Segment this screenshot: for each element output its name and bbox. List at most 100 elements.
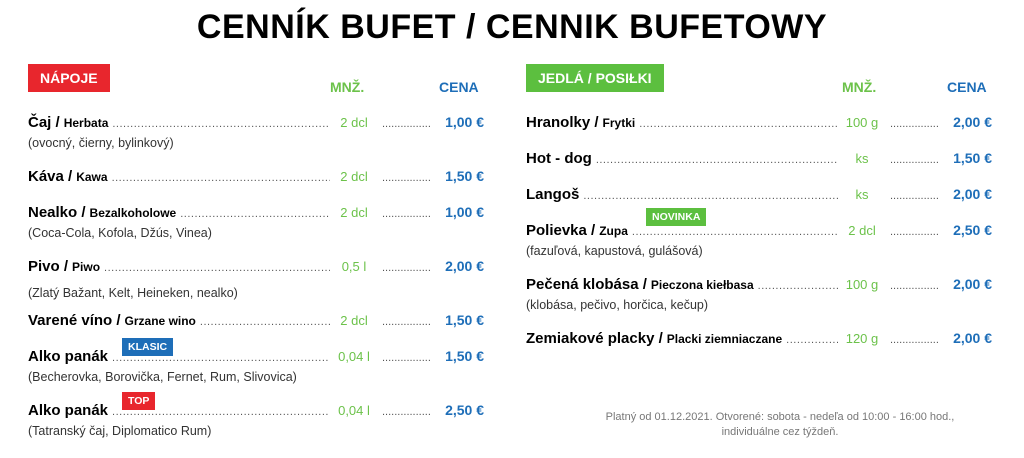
dot-leader: [786, 334, 838, 346]
dot-leader: [180, 208, 330, 220]
qty-header: MNŽ.: [330, 79, 365, 95]
item-price: 2,00 €: [953, 276, 992, 292]
novinka-tag: NOVINKA: [646, 208, 707, 226]
item-price: 1,50 €: [445, 348, 484, 364]
dot-leader: [200, 316, 330, 328]
item-name: Alko panák: [28, 348, 109, 365]
item-description: (ovocný, čierny, bylinkový): [28, 136, 174, 150]
item-subname: Zupa: [599, 224, 628, 238]
item-name: Varené víno /: [28, 312, 121, 329]
dot-leader: [112, 352, 330, 364]
item-subname: Frytki: [602, 116, 636, 130]
footer-line: individuálne cez týždeň.: [721, 426, 839, 438]
dot-leader: [112, 406, 330, 418]
dot-leader: [104, 262, 330, 274]
item-description: (Zlatý Bažant, Kelt, Heineken, nealko): [28, 286, 238, 300]
item-qty: 0,5 l: [341, 259, 367, 274]
dot-leader: [583, 190, 838, 202]
item-subname: Bezalkoholowe: [89, 206, 177, 220]
item-subname: Grzane wino: [124, 314, 196, 328]
item-name: Langoš: [526, 186, 580, 203]
food-column: JEDLÁ / POSIŁKI MNŽ. CENA Hranolky / Fry…: [526, 64, 992, 347]
item-description: (Coca-Cola, Kofola, Džús, Vinea): [28, 226, 212, 240]
drinks-column: NÁPOJE MNŽ. CENA Čaj / Herbata 2 dcl 1,00 …: [28, 64, 484, 438]
item-name: Pečená klobása /: [526, 276, 647, 293]
page-title: CENNÍK BUFET / CENNIK BUFETOWY: [196, 8, 828, 46]
item-name: Alko panák: [28, 402, 109, 419]
menu-item: Varené víno / Grzane wino 2 dcl 1,50 €: [28, 312, 484, 332]
item-name: Nealko /: [28, 204, 86, 221]
menu-item: Čaj / Herbata 2 dcl 1,00 € (ovocný, čierny…: [28, 114, 484, 150]
menu-item: Hot - dog ks 1,50 €: [526, 150, 992, 170]
item-price: 2,50 €: [445, 402, 484, 418]
menu-item: NOVINKA Polievka / Zupa 2 dcl 2,50 € (fazu…: [526, 208, 992, 258]
item-subname: Kawa: [76, 170, 108, 184]
item-price: 1,00 €: [445, 114, 484, 130]
item-price: 2,00 €: [445, 258, 484, 274]
item-name: Čaj /: [28, 114, 60, 131]
menu-item: TOP Alko panák0,04 l2,50 € (Tatranský ča…: [28, 392, 484, 438]
footer-note: Platný od 01.12.2021. Otvorené: sobota -…: [570, 410, 990, 440]
item-qty: 2 dcl: [340, 205, 368, 220]
item-qty: 0,04 l: [338, 403, 370, 418]
dot-leader: [382, 406, 430, 418]
item-qty: 0,04 l: [338, 349, 370, 364]
price-header: CENA: [439, 79, 479, 95]
footer-line: Platný od 01.12.2021. Otvorené: sobota -…: [605, 411, 955, 423]
menu-item: Nealko / Bezalkoholowe 2 dcl 1,00 € (Coca-…: [28, 204, 484, 240]
item-qty: 120 g: [845, 331, 879, 346]
item-price: 1,50 €: [445, 168, 484, 184]
dot-leader: [890, 118, 938, 130]
item-qty: 2 dcl: [340, 313, 368, 328]
dot-leader: [890, 190, 938, 202]
dot-leader: [596, 154, 838, 166]
menu-item: Káva / Kawa 2 dcl 1,50 €: [28, 168, 484, 188]
item-subname: Pieczona kiełbasa: [650, 278, 754, 292]
item-qty: 2 dcl: [340, 169, 368, 184]
item-price: 1,00 €: [445, 204, 484, 220]
item-price: 2,00 €: [953, 186, 992, 202]
item-description: (Becherovka, Borovička, Fernet, Rum, Sli…: [28, 370, 297, 384]
item-name: Hranolky /: [526, 114, 599, 131]
dot-leader: [890, 334, 938, 346]
menu-item: Langoš ks 2,00 €: [526, 186, 992, 206]
item-description: (fazuľová, kapustová, gulášová): [526, 244, 703, 258]
section-food-badge: JEDLÁ / POSIŁKI: [526, 64, 664, 92]
dot-leader: [382, 208, 430, 220]
item-price: 2,00 €: [953, 330, 992, 346]
item-name: Pivo /: [28, 258, 69, 275]
dot-leader: [112, 172, 330, 184]
item-description: (Tatranský čaj, Diplomatico Rum): [28, 424, 212, 438]
item-subname: Placki ziemniaczane: [666, 332, 783, 346]
dot-leader: [382, 316, 430, 328]
item-price: 1,50 €: [445, 312, 484, 328]
menu-item: Pivo / Piwo 0,5 l 2,00 € (Zlatý Bažant, Ke…: [28, 258, 484, 300]
price-header: CENA: [947, 79, 987, 95]
dot-leader: [758, 280, 838, 292]
item-qty: 2 dcl: [848, 223, 876, 238]
qty-header: MNŽ.: [842, 79, 877, 95]
item-qty: 2 dcl: [340, 115, 368, 130]
item-subname: Piwo: [72, 260, 101, 274]
menu-item: Hranolky / Frytki 100 g 2,00 €: [526, 114, 992, 134]
item-name: Zemiakové placky /: [526, 330, 663, 347]
menu-item: Pečená klobása / Pieczona kiełbasa 100 g 2…: [526, 276, 992, 312]
dot-leader: [639, 118, 838, 130]
dot-leader: [382, 172, 430, 184]
item-description: (klobása, pečivo, horčica, kečup): [526, 298, 709, 312]
dot-leader: [632, 226, 838, 238]
dot-leader: [890, 226, 938, 238]
item-qty: 100 g: [845, 277, 879, 292]
dot-leader: [382, 352, 430, 364]
menu-item: Zemiakové placky / Placki ziemniaczane 12…: [526, 330, 992, 350]
item-price: 2,50 €: [953, 222, 992, 238]
menu-item: KLASIC Alko panák0,04 l1,50 € (Becherovk…: [28, 338, 484, 384]
dot-leader: [112, 118, 330, 130]
item-qty: ks: [855, 187, 869, 202]
dot-leader: [890, 280, 938, 292]
item-qty: 100 g: [845, 115, 879, 130]
dot-leader: [382, 118, 430, 130]
item-name: Káva /: [28, 168, 73, 185]
item-price: 2,00 €: [953, 114, 992, 130]
dot-leader: [382, 262, 430, 274]
